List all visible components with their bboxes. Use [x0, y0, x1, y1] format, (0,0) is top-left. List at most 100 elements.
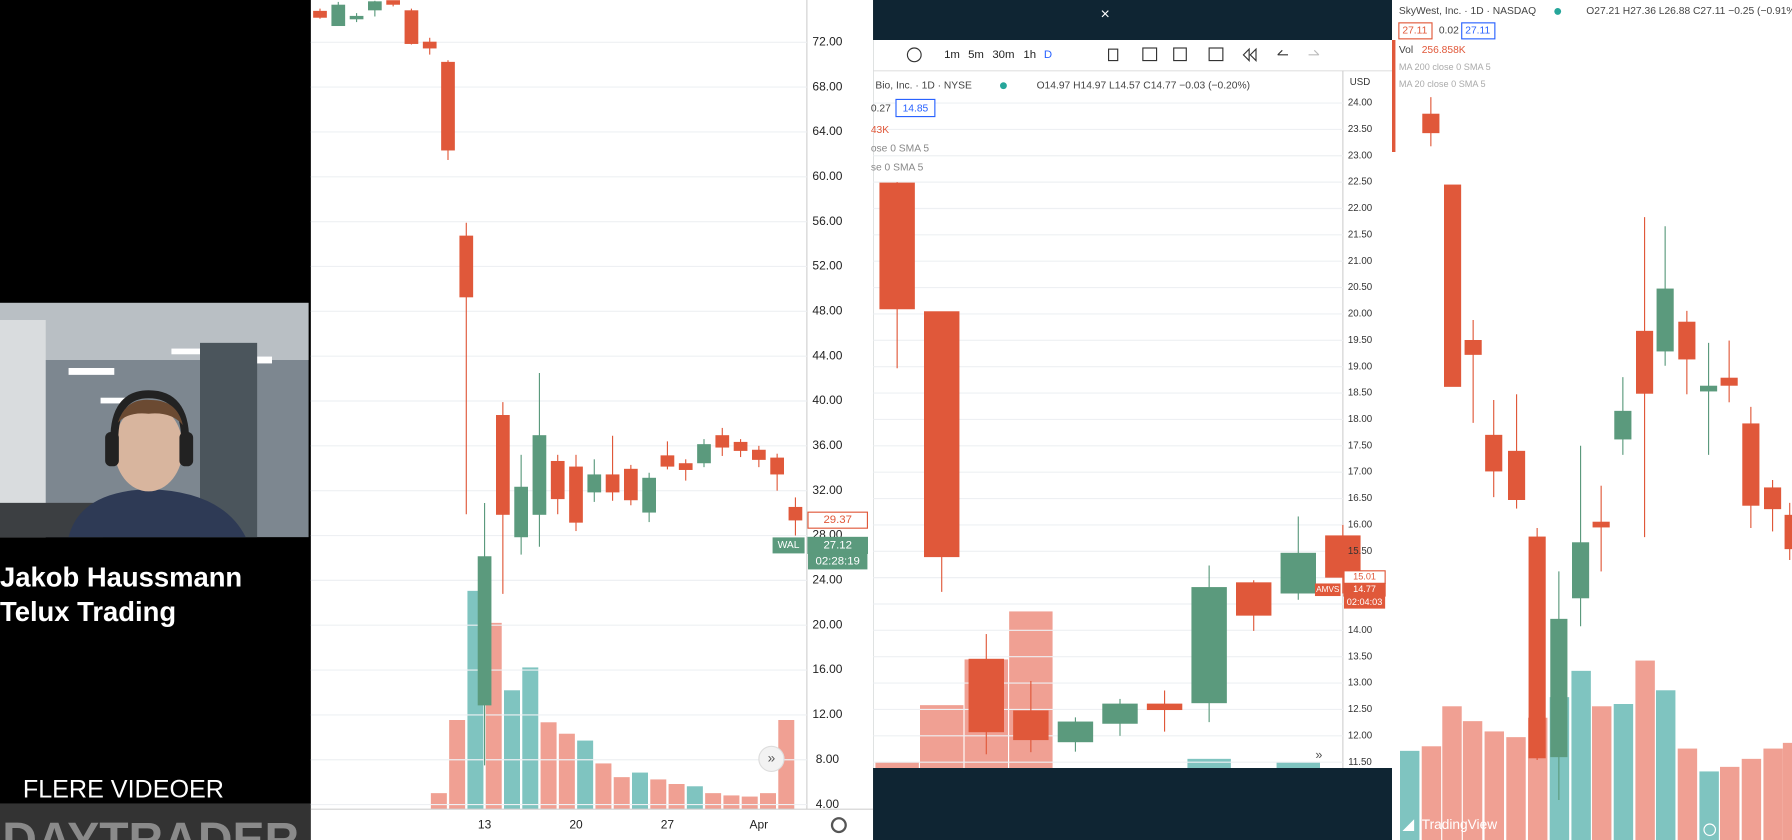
- y-tick-label: 12.00: [1348, 730, 1373, 741]
- middle-chart-bg: [873, 40, 1392, 768]
- ask-box: [1461, 22, 1496, 40]
- more-videos[interactable]: FLERE VIDEOER: [23, 775, 224, 803]
- symbol: WAL: [778, 540, 800, 551]
- candle-body: [514, 486, 528, 538]
- interval-button[interactable]: 1h: [1023, 49, 1036, 61]
- left-plot: [310, 0, 807, 810]
- candle-body: [459, 235, 474, 298]
- y-tick-label: 72.00: [812, 34, 842, 48]
- settings-button[interactable]: [830, 817, 847, 834]
- y-tick-label: 32.00: [812, 483, 842, 497]
- y-tick-label: 17.50: [1348, 440, 1373, 451]
- ma-legend: MA 20 close 0 SMA 5: [1399, 79, 1486, 89]
- candle-body: [623, 468, 638, 501]
- candle-body: [770, 457, 784, 475]
- ma-legend: ose 0 SMA 5: [871, 143, 929, 154]
- candle-body: [642, 477, 656, 513]
- candle-body: [605, 474, 620, 493]
- y-tick-label: 18.00: [1348, 414, 1373, 425]
- candle-body: [1102, 703, 1138, 724]
- candle-body: [1013, 710, 1049, 741]
- y-tick-label: 22.00: [1348, 203, 1373, 214]
- candle-body: [733, 441, 748, 451]
- candle-body: [386, 0, 400, 5]
- y-tick-label: 12.00: [812, 707, 842, 721]
- bid-box: [1398, 22, 1433, 40]
- candle-body: [550, 460, 565, 500]
- interval-button[interactable]: 30m: [992, 49, 1014, 61]
- panel-edge: [1392, 40, 1396, 152]
- candle-body: [587, 474, 602, 493]
- interval-button[interactable]: 5m: [968, 49, 984, 61]
- ask-box: [895, 98, 936, 118]
- candle-body: [349, 15, 364, 20]
- candle-body: [368, 1, 382, 11]
- candle-body: [879, 182, 915, 310]
- y-tick-label: 20.00: [812, 617, 842, 631]
- x-tick-label: 27: [661, 817, 675, 831]
- y-tick-label: 13.00: [1348, 678, 1373, 689]
- y-tick-label: 17.00: [1348, 467, 1373, 478]
- presenter-name: Jakob Haussmann: [0, 562, 242, 593]
- y-tick-label: 56.00: [812, 214, 842, 228]
- y-tick-label: 13.50: [1348, 651, 1373, 662]
- y-tick-label: 14.00: [1348, 625, 1373, 636]
- presenter-company: Telux Trading: [0, 596, 176, 627]
- countdown-tag: [1344, 596, 1386, 609]
- y-tick-label: 20.00: [1348, 309, 1373, 320]
- volume-label: Vol: [1399, 45, 1413, 56]
- candle-body: [331, 4, 346, 27]
- y-tick-label: 8.00: [816, 752, 840, 766]
- scroll-button[interactable]: [758, 745, 785, 772]
- price-axis: 11.5012.0012.5013.0013.5014.0014.5015.00…: [1348, 98, 1373, 768]
- y-tick-label: 60.00: [812, 169, 842, 183]
- candle-body: [751, 449, 766, 460]
- x-tick-label: 20: [569, 817, 583, 831]
- y-tick-label: 23.00: [1348, 150, 1373, 161]
- middle-plot: [873, 102, 1361, 768]
- candle-body: [422, 41, 437, 49]
- toolbar-icons[interactable]: [1108, 47, 1320, 62]
- brand-icon: [1703, 823, 1716, 836]
- y-tick-label: 24.00: [812, 573, 842, 587]
- candle-body: [697, 444, 711, 464]
- left-chart-bg: [310, 0, 874, 810]
- symbol-tag: [772, 537, 805, 554]
- brand: TradingView: [1422, 817, 1498, 832]
- y-tick-label: 15.50: [1348, 546, 1373, 557]
- interval-button[interactable]: 1m: [944, 49, 960, 61]
- right-candles: [1422, 97, 1792, 800]
- volume: 43K: [871, 125, 889, 136]
- close-button[interactable]: ×: [1100, 6, 1109, 23]
- add-button[interactable]: [906, 47, 922, 63]
- symbol-tag: [1314, 583, 1341, 597]
- symbol-line: SkyWest, Inc. · 1D · NASDAQ: [1399, 6, 1536, 17]
- interval-button[interactable]: D: [1044, 49, 1052, 61]
- scroll-icon: »: [768, 750, 776, 765]
- y-tick-label: 12.50: [1348, 704, 1373, 715]
- y-tick-label: 40.00: [812, 393, 842, 407]
- webcam: [0, 302, 309, 538]
- x-tick-label: 13: [478, 817, 492, 831]
- candle-body: [788, 506, 803, 521]
- y-tick-label: 36.00: [812, 438, 842, 452]
- symbol-line: Bio, Inc. · 1D · NYSE: [875, 80, 972, 91]
- scroll-icon[interactable]: »: [1315, 748, 1322, 762]
- volume: 256.858K: [1422, 45, 1466, 56]
- spread: 0.27: [871, 103, 891, 114]
- time-axis: [310, 809, 874, 840]
- y-tick-label: 21.50: [1348, 229, 1373, 240]
- y-tick-label: 52.00: [812, 259, 842, 273]
- candle-body: [313, 10, 327, 18]
- price-axis: 4.008.0012.0016.0020.0024.0028.0032.0036…: [812, 34, 842, 810]
- candle-body: [1191, 587, 1227, 704]
- y-tick-label: 44.00: [812, 348, 842, 362]
- volume-bars: [430, 590, 795, 810]
- price-tag-label: 29.37: [823, 514, 852, 526]
- candle-body: [660, 455, 675, 467]
- ohlc-line: O27.21 H27.36 L26.88 C27.11 −0.25 (−0.91…: [1586, 6, 1792, 17]
- candle-body: [404, 10, 419, 44]
- ma-legend: MA 200 close 0 SMA 5: [1399, 62, 1491, 72]
